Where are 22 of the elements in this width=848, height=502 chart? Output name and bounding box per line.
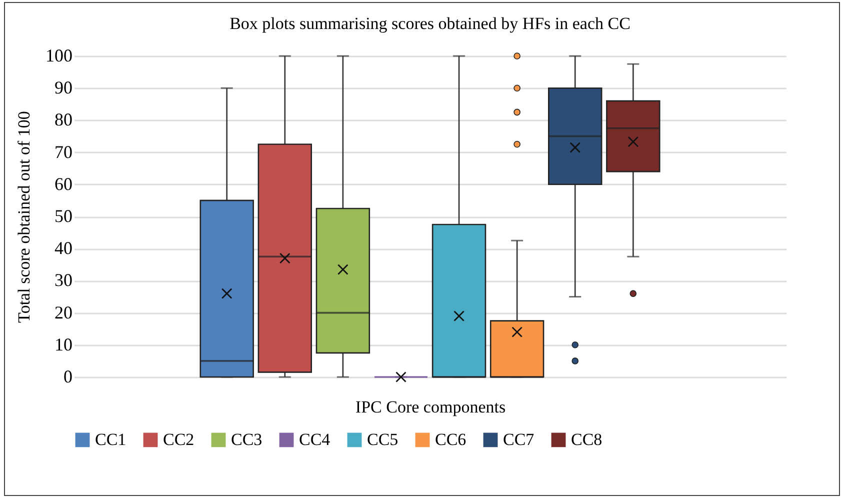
y-axis-title: Total score obtained out of 100 [14, 111, 34, 323]
y-tick-label: 70 [54, 142, 72, 162]
y-tick-label: 20 [54, 302, 72, 322]
legend-label: CC7 [503, 430, 535, 449]
x-axis-title: IPC Core components [355, 398, 506, 416]
y-tick-label: 40 [54, 238, 72, 258]
legend-label: CC5 [367, 430, 398, 449]
legend-label: CC6 [435, 430, 466, 449]
y-tick-label: 100 [46, 46, 72, 66]
legend-label: CC3 [231, 430, 262, 449]
y-tick-label: 30 [54, 270, 72, 290]
y-tick-label: 50 [54, 206, 72, 226]
legend-label: CC2 [163, 430, 194, 449]
legend-label: CC8 [571, 430, 602, 449]
legend-label: CC4 [299, 430, 331, 449]
chart-title: Box plots summarising scores obtained by HFs in each CC [230, 14, 630, 33]
y-tick-label: 60 [54, 174, 72, 194]
y-tick-label: 90 [54, 78, 72, 98]
y-tick-label: 80 [54, 110, 72, 130]
y-tick-label: 10 [54, 334, 72, 354]
legend-label: CC1 [95, 430, 126, 449]
y-tick-label: 0 [64, 366, 72, 386]
